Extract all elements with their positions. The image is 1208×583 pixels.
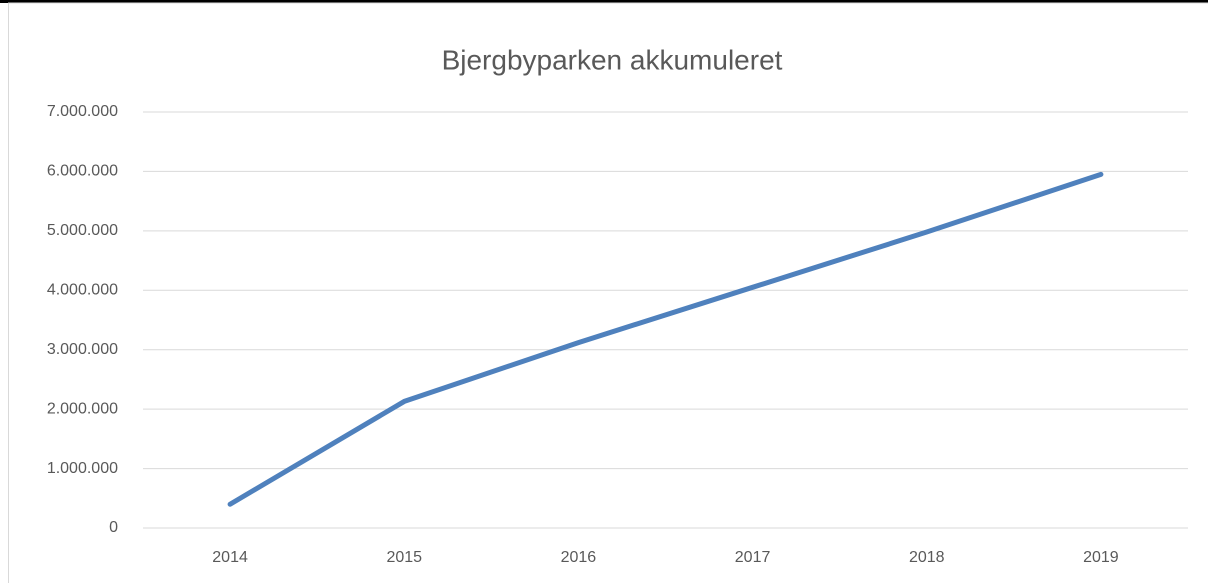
x-tick-label: 2017 — [735, 549, 771, 566]
x-tick-label: 2018 — [909, 549, 945, 566]
y-tick-label: 1.000.000 — [47, 460, 118, 477]
x-tick-label: 2015 — [386, 549, 422, 566]
line-series — [227, 171, 1104, 507]
y-tick-label: 3.000.000 — [47, 341, 118, 358]
top-border — [0, 0, 1208, 3]
chart-title: Bjergbyparken akkumuleret — [442, 44, 783, 75]
x-tick-label: 2014 — [212, 549, 248, 566]
y-tick-label: 4.000.000 — [47, 282, 118, 299]
y-tick-label: 2.000.000 — [47, 400, 118, 417]
y-tick-label: 0 — [109, 519, 118, 536]
y-tick-label: 6.000.000 — [47, 163, 118, 180]
x-tick-label: 2019 — [1083, 549, 1119, 566]
chart-frame — [8, 2, 1208, 583]
y-tick-label: 7.000.000 — [47, 103, 118, 120]
y-tick-label: 5.000.000 — [47, 222, 118, 239]
x-tick-label: 2016 — [561, 549, 597, 566]
